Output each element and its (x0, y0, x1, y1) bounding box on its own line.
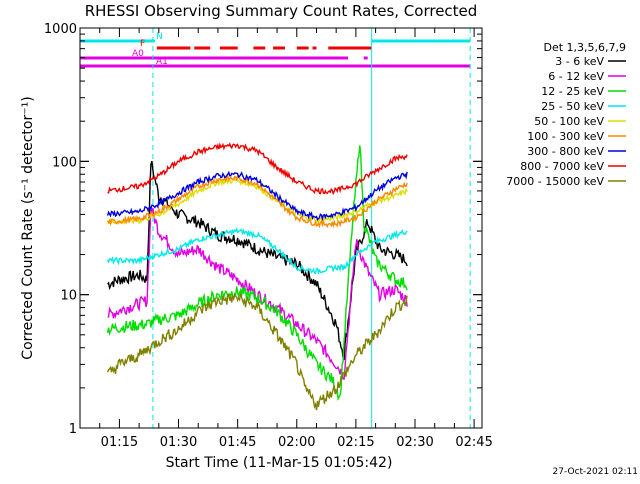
legend-label: 3 - 6 keV (555, 55, 604, 68)
data-series (106, 142, 408, 411)
flag-label-a1: A1 (156, 57, 168, 67)
y-tick-label: 10 (60, 289, 77, 304)
flag-label-f: F (140, 39, 145, 49)
x-tick-label: 01:15 (101, 435, 138, 450)
series-line (107, 142, 408, 196)
axis-ticks: 1 10 100 1000 01:15 01:30 01:45 02:00 02:15 02:30… (44, 22, 493, 450)
y-tick-label: 1 (69, 422, 77, 437)
footer-date: 27-Oct-2021 02:11 (553, 467, 638, 477)
legend-label: 12 - 25 keV (541, 85, 604, 98)
legend-label: 800 - 7000 keV (520, 160, 604, 173)
legend-label: 300 - 800 keV (527, 145, 604, 158)
legend-label: 7000 - 15000 keV (506, 175, 604, 188)
flag-bars: N FA0 A1 (80, 32, 471, 68)
legend: 3 - 6 keV 6 - 12 keV 12 - 25 keV 25 - 50 ke… (506, 55, 626, 188)
y-tick-label: 1000 (44, 22, 77, 37)
vertical-marker-lines (79, 28, 471, 428)
legend-label: 50 - 100 keV (534, 115, 604, 128)
series-line (107, 160, 408, 361)
y-axis-label: Corrected Count Rate (s⁻¹ detector⁻¹) (20, 96, 36, 359)
legend-label: 6 - 12 keV (548, 70, 604, 83)
x-tick-label: 02:00 (278, 435, 315, 450)
x-tick-label: 02:45 (455, 435, 492, 450)
x-tick-label: 02:15 (337, 435, 374, 450)
legend-title: Det 1,3,5,6,7,9 (543, 41, 626, 54)
legend-label: 25 - 50 keV (541, 100, 604, 113)
chart-title: RHESSI Observing Summary Count Rates, Co… (85, 2, 478, 20)
x-tick-label: 01:30 (160, 435, 197, 450)
series-line (106, 170, 408, 222)
flag-label-a0: A0 (132, 49, 144, 59)
flag-label-n: N (156, 32, 163, 42)
series-line (106, 145, 408, 402)
y-tick-label: 100 (52, 155, 77, 170)
x-axis-label: Start Time (11-Mar-15 01:05:42) (166, 455, 393, 471)
legend-label: 100 - 300 keV (527, 130, 604, 143)
x-tick-label: 02:30 (396, 435, 433, 450)
series-line (106, 227, 408, 275)
series-line (106, 292, 408, 411)
plot-frame (79, 27, 483, 429)
x-tick-label: 01:45 (219, 435, 256, 450)
